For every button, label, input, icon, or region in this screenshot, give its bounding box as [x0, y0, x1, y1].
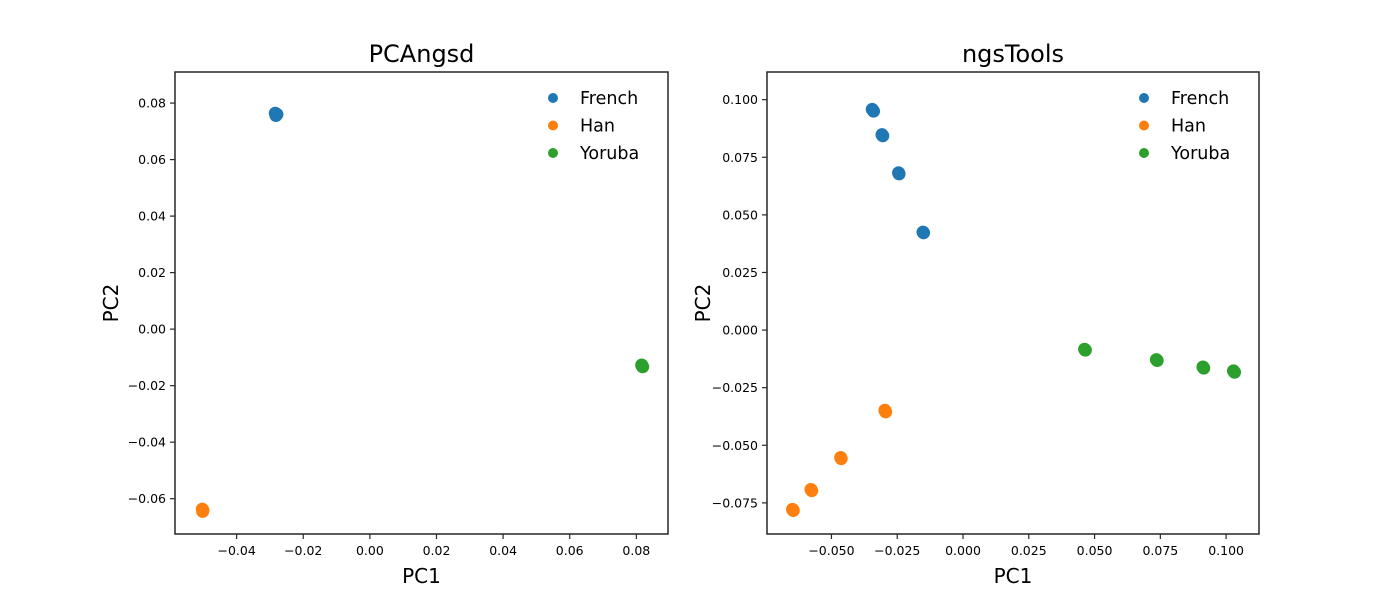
y-tick-label: −0.075 [712, 495, 758, 510]
y-tick-label: −0.050 [712, 438, 758, 453]
data-point-french-3 [876, 129, 890, 143]
legend-marker-yoruba [1139, 148, 1149, 158]
legend-label-han: Han [1171, 117, 1206, 137]
x-tick-label: 0.02 [423, 543, 451, 558]
data-point-french-2 [270, 107, 284, 121]
legend-label-han: Han [580, 117, 615, 137]
data-point-yoruba-7 [1228, 365, 1242, 379]
data-point-han-7 [786, 503, 800, 517]
x-tick-label: 0.000 [945, 543, 981, 558]
legend-marker-french [1139, 93, 1149, 103]
legend-label-french: French [1171, 89, 1229, 109]
legend-marker-yoruba [548, 148, 558, 158]
y-tick-label: −0.02 [128, 378, 166, 393]
data-point-han-3 [834, 452, 848, 466]
y-tick-label: 0.100 [722, 92, 758, 107]
x-tick-label: −0.050 [808, 543, 854, 558]
x-tick-label: −0.02 [284, 543, 322, 558]
y-axis-label: PC2 [691, 284, 715, 323]
y-tick-label: 0.06 [138, 152, 166, 167]
y-tick-label: 0.050 [722, 207, 758, 222]
x-tick-label: −0.025 [874, 543, 920, 558]
x-tick-label: 0.025 [1011, 543, 1047, 558]
y-axis-label: PC2 [99, 284, 123, 323]
data-point-han-2 [196, 503, 210, 517]
legend: French Han Yoruba [548, 89, 639, 164]
x-tick-label: 0.075 [1142, 543, 1178, 558]
legend-label-yoruba: Yoruba [579, 144, 639, 164]
legend-label-yoruba: Yoruba [1170, 144, 1230, 164]
data-point-yoruba-3 [1150, 353, 1164, 367]
y-tick-label: 0.000 [722, 323, 758, 338]
x-axis-label: PC1 [402, 564, 441, 588]
legend-label-french: French [580, 89, 638, 109]
y-tick-label: 0.075 [722, 150, 758, 165]
y-tick-label: 0.00 [138, 322, 166, 337]
legend-marker-han [548, 120, 558, 131]
data-point-yoruba-2 [635, 359, 649, 373]
y-tick-label: −0.04 [128, 435, 166, 450]
x-tick-label: 0.04 [489, 543, 517, 558]
chart-title: PCAngsd [369, 40, 475, 68]
plot-frame [174, 71, 669, 535]
x-tick-label: 0.08 [622, 543, 650, 558]
data-point-han-5 [805, 484, 819, 498]
data-point-french-1 [867, 104, 881, 118]
y-tick-label: 0.02 [138, 265, 166, 280]
y-tick-label: 0.04 [138, 209, 166, 224]
data-point-yoruba-5 [1197, 361, 1211, 375]
x-tick-label: 0.06 [556, 543, 584, 558]
data-point-yoruba-1 [1078, 343, 1092, 357]
y-tick-label: 0.08 [138, 96, 166, 111]
y-tick-label: 0.025 [722, 265, 758, 280]
data-point-han-1 [879, 405, 893, 419]
plot-frame [766, 71, 1260, 535]
x-axis-label: PC1 [994, 564, 1033, 588]
chart-title: ngsTools [962, 40, 1064, 68]
chart-panel-0: PCAngsd −0.04 −0.02 0.00 0.02 0.04 0.06 0.08 −0.… [99, 40, 669, 588]
legend: French Han Yoruba [1139, 89, 1230, 164]
legend-marker-french [548, 93, 558, 103]
data-point-french-7 [917, 226, 931, 240]
y-tick-label: −0.025 [712, 380, 758, 395]
x-tick-label: 0.050 [1077, 543, 1113, 558]
chart-panel-1: ngsTools −0.050 −0.025 0.000 0.025 0.050 0.075… [691, 40, 1260, 588]
x-tick-label: 0.100 [1208, 543, 1244, 558]
data-point-french-5 [892, 167, 906, 181]
legend-marker-han [1139, 120, 1149, 131]
y-tick-label: −0.06 [128, 491, 166, 506]
x-tick-label: 0.00 [356, 543, 384, 558]
x-tick-label: −0.04 [217, 543, 255, 558]
